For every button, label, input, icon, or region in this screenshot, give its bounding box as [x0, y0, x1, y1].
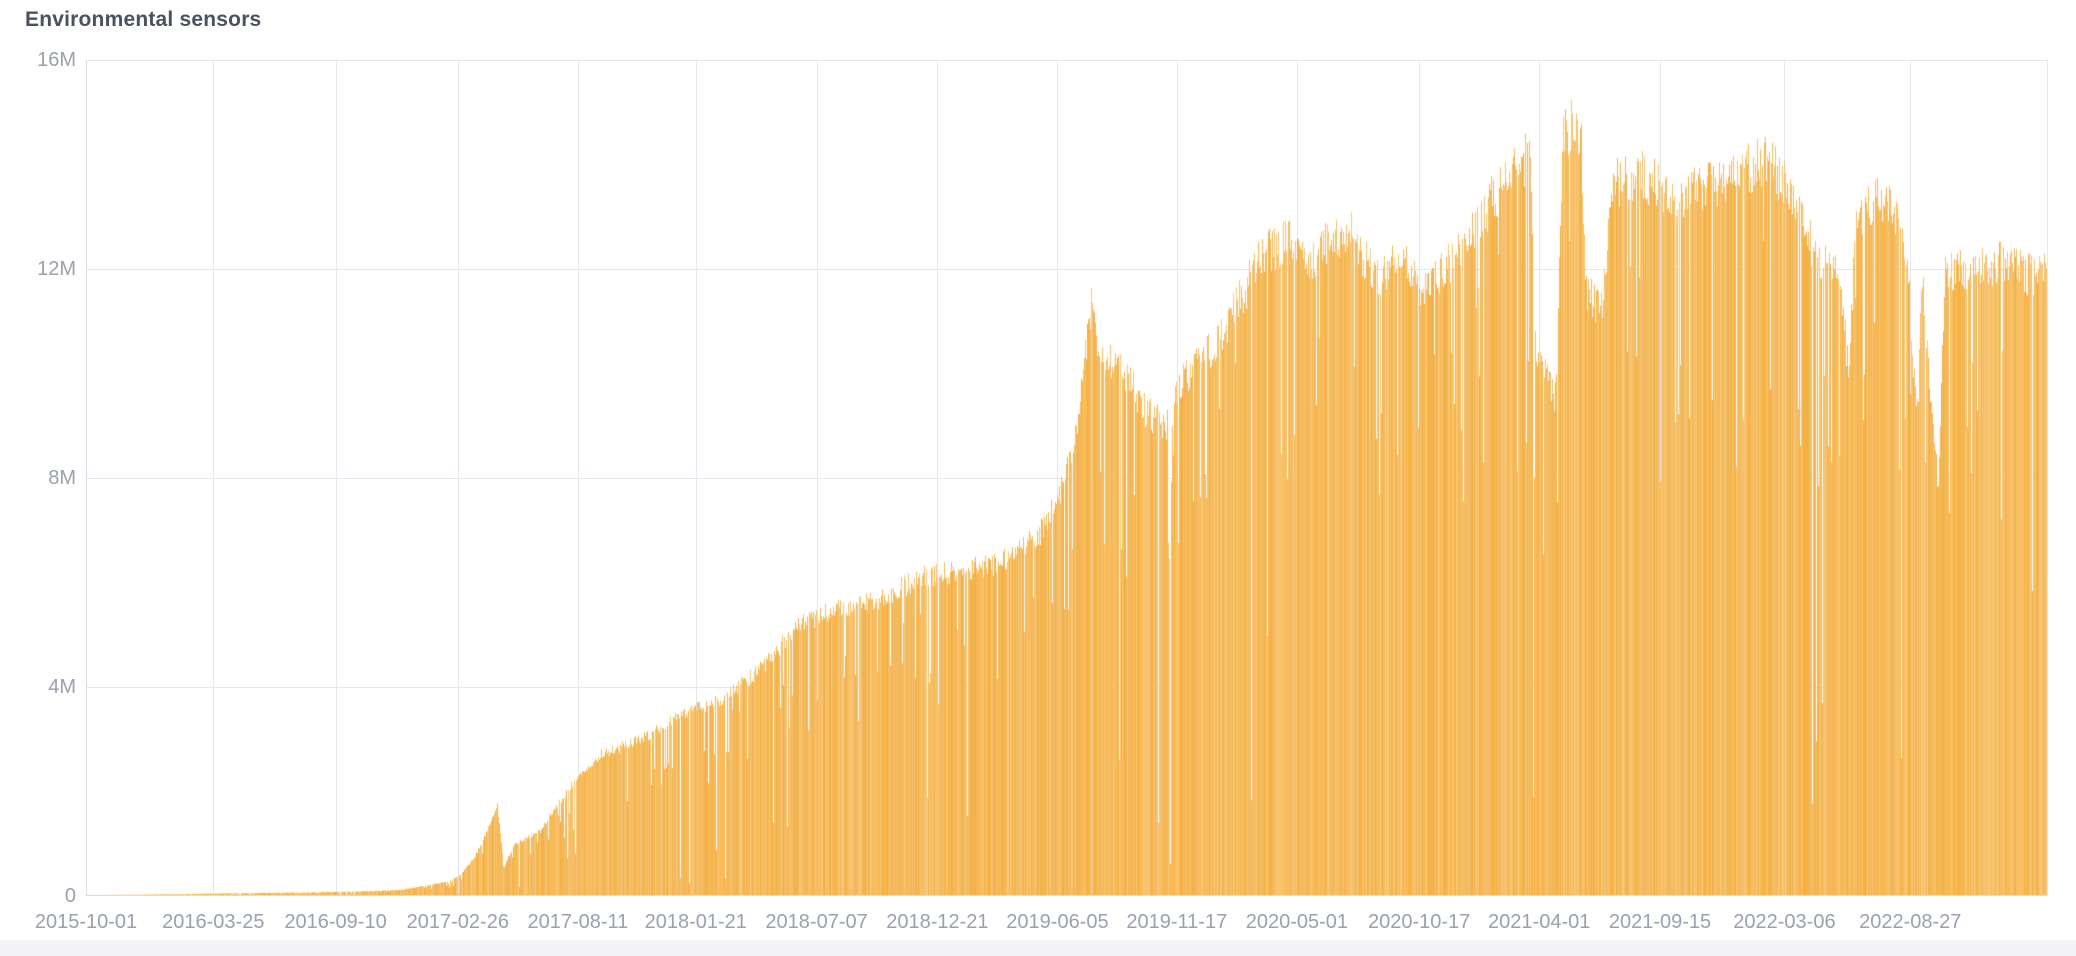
footer-band [0, 940, 2076, 956]
x-axis-tick-label: 2015-10-01 [34, 911, 138, 933]
x-gridline [2047, 60, 2048, 896]
y-axis-tick-label: 8M [48, 467, 76, 489]
y-axis-line [86, 60, 87, 896]
x-axis-tick-label: 2022-03-06 [1733, 911, 1836, 933]
y-axis-tick-label: 12M [37, 258, 76, 280]
x-axis-tick-label: 2020-05-01 [1245, 911, 1349, 933]
x-axis-tick-label: 2018-01-21 [644, 911, 747, 933]
x-axis-tick-label: 2020-10-17 [1367, 911, 1471, 933]
x-axis-tick-label: 2016-09-10 [284, 911, 387, 933]
y-axis-tick-label: 4M [48, 676, 76, 698]
x-axis-tick-label: 2018-12-21 [886, 911, 989, 933]
x-axis-tick-label: 2021-04-01 [1488, 911, 1591, 933]
x-axis-tick-label: 2017-08-11 [527, 911, 629, 933]
x-axis-tick-label: 2018-07-07 [765, 911, 868, 933]
environmental-sensors-bars-canvas[interactable] [86, 60, 2047, 896]
x-axis-tick-label: 2017-02-26 [406, 911, 509, 933]
x-axis-tick-label: 2016-03-25 [162, 911, 265, 933]
y-axis-tick-label: 0 [64, 885, 76, 907]
x-axis-tick-label: 2019-06-05 [1006, 911, 1109, 933]
plot-area [86, 60, 2048, 896]
y-axis-tick-label: 16M [37, 49, 76, 71]
chart-title: Environmental sensors [25, 8, 262, 31]
x-axis-tick-label: 2022-08-27 [1859, 911, 1962, 933]
x-axis-tick-label: 2019-11-17 [1126, 911, 1228, 933]
x-axis-tick-label: 2021-09-15 [1608, 911, 1712, 933]
x-axis-line [86, 895, 2047, 896]
